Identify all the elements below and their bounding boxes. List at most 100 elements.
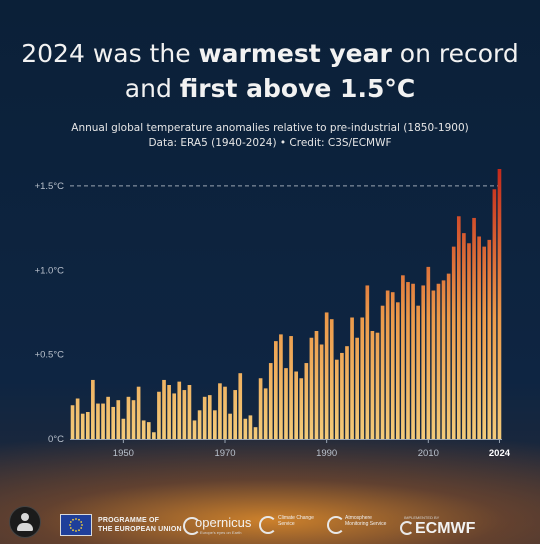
- bar-1985: [299, 378, 304, 439]
- bar-2018: [467, 243, 471, 439]
- eu-star-icon: [75, 530, 77, 532]
- bar-1978: [263, 388, 268, 440]
- bar-2013: [441, 280, 446, 439]
- bar-2000: [375, 332, 380, 439]
- x-tick-label: 1950: [113, 448, 134, 459]
- bar-1995: [350, 317, 354, 439]
- bar-1998: [365, 285, 370, 439]
- bar-1993: [340, 352, 344, 439]
- bar-2005: [401, 275, 405, 439]
- bar-1952: [131, 400, 136, 439]
- bar-1945: [96, 403, 100, 439]
- eu-star-icon: [80, 527, 83, 529]
- bar-1989: [319, 344, 324, 439]
- bar-1981: [279, 334, 283, 440]
- ecmwf-logo: ECMWF: [415, 520, 476, 537]
- avatar-body-icon: [17, 523, 33, 531]
- bar-1962: [182, 390, 187, 439]
- bar-1987: [309, 337, 314, 439]
- bar-2017: [462, 233, 466, 440]
- y-tick-label: 0°C: [48, 434, 64, 445]
- eu-programme-text: PROGRAMME OF THE EUROPEAN UNION: [98, 516, 182, 534]
- bar-1943: [85, 412, 90, 439]
- bar-1940: [70, 405, 75, 439]
- bar-1973: [238, 373, 243, 439]
- bar-1990: [324, 312, 329, 439]
- bar-2019: [472, 217, 476, 439]
- bar-2020: [477, 236, 481, 439]
- bar-1988: [314, 331, 319, 439]
- bar-1980: [274, 341, 278, 440]
- bar-1972: [233, 390, 238, 439]
- bar-2024: [497, 169, 502, 439]
- eu-star-icon: [75, 518, 77, 520]
- bar-1949: [116, 400, 121, 439]
- eu-star-icon: [72, 518, 74, 521]
- bar-1983: [289, 336, 293, 439]
- bar-1964: [192, 420, 197, 439]
- bar-1946: [101, 403, 105, 439]
- bar-2004: [395, 302, 400, 439]
- x-tick-label: 1990: [316, 448, 337, 459]
- bar-1950: [121, 418, 126, 439]
- bar-1984: [294, 371, 298, 439]
- bar-1992: [334, 359, 339, 439]
- eu-star-icon: [80, 521, 83, 523]
- eu-star-icon: [69, 524, 71, 526]
- eu-star-icon: [69, 521, 72, 523]
- bar-1941: [75, 398, 80, 439]
- eu-star-icon: [72, 529, 74, 532]
- y-tick-label: +1.5°C: [35, 181, 65, 192]
- bar-2001: [380, 305, 385, 439]
- bar-1953: [136, 386, 141, 439]
- bar-2007: [411, 283, 415, 439]
- bar-2022: [487, 239, 492, 439]
- headline-line-2: and first above 1.5°C: [124, 74, 416, 103]
- bar-1958: [162, 379, 166, 439]
- c3s-ring-icon: [259, 516, 277, 534]
- cams-ring-icon: [327, 516, 345, 534]
- bar-1986: [304, 363, 309, 439]
- copernicus-logo: opernicus: [195, 515, 252, 530]
- bar-1960: [172, 393, 177, 439]
- bar-1968: [213, 410, 217, 439]
- bar-series: [70, 169, 502, 440]
- chart-subtitle: Annual global temperature anomalies rela…: [71, 122, 469, 134]
- bar-1957: [157, 391, 161, 439]
- ecmwf-swirl-icon: [400, 521, 414, 535]
- bar-1947: [106, 396, 110, 439]
- bar-1999: [370, 331, 375, 439]
- y-tick-label: +0.5°C: [35, 350, 65, 361]
- bar-1942: [80, 413, 85, 439]
- avatar-head-icon: [21, 513, 29, 521]
- bar-1977: [258, 378, 263, 439]
- bar-1965: [197, 410, 202, 439]
- bar-1970: [223, 386, 227, 439]
- bar-2011: [431, 290, 436, 439]
- bar-1959: [167, 385, 171, 439]
- bar-1961: [177, 381, 182, 440]
- bar-2003: [390, 292, 395, 439]
- eu-text-line-2: THE EUROPEAN UNION: [98, 526, 182, 533]
- bar-2023: [492, 189, 497, 439]
- temperature-bar-chart: 0°C +0.5°C +1.0°C +1.5°C 1950 1970 1990 2010 20…: [35, 169, 511, 459]
- data-credit: Data: ERA5 (1940-2024) • Credit: C3S/ECM…: [148, 137, 392, 149]
- bar-2009: [421, 285, 426, 439]
- bar-1974: [243, 418, 248, 439]
- eu-star-icon: [69, 527, 72, 529]
- x-tick-label: 2010: [418, 448, 439, 459]
- bar-1969: [218, 383, 222, 439]
- bar-1951: [126, 396, 131, 439]
- bar-1944: [91, 379, 95, 439]
- bar-2010: [426, 266, 431, 440]
- profile-avatar[interactable]: [9, 506, 41, 538]
- cams-logo: Atmosphere Monitoring Service: [345, 515, 387, 527]
- copernicus-ring-icon: [183, 517, 201, 535]
- eu-star-icon: [78, 518, 80, 521]
- eu-text-line-1: PROGRAMME OF: [98, 517, 160, 524]
- bar-1955: [146, 422, 151, 440]
- bar-2012: [436, 283, 441, 439]
- bar-1976: [253, 427, 258, 439]
- bar-2002: [385, 290, 390, 439]
- bar-1991: [329, 319, 334, 439]
